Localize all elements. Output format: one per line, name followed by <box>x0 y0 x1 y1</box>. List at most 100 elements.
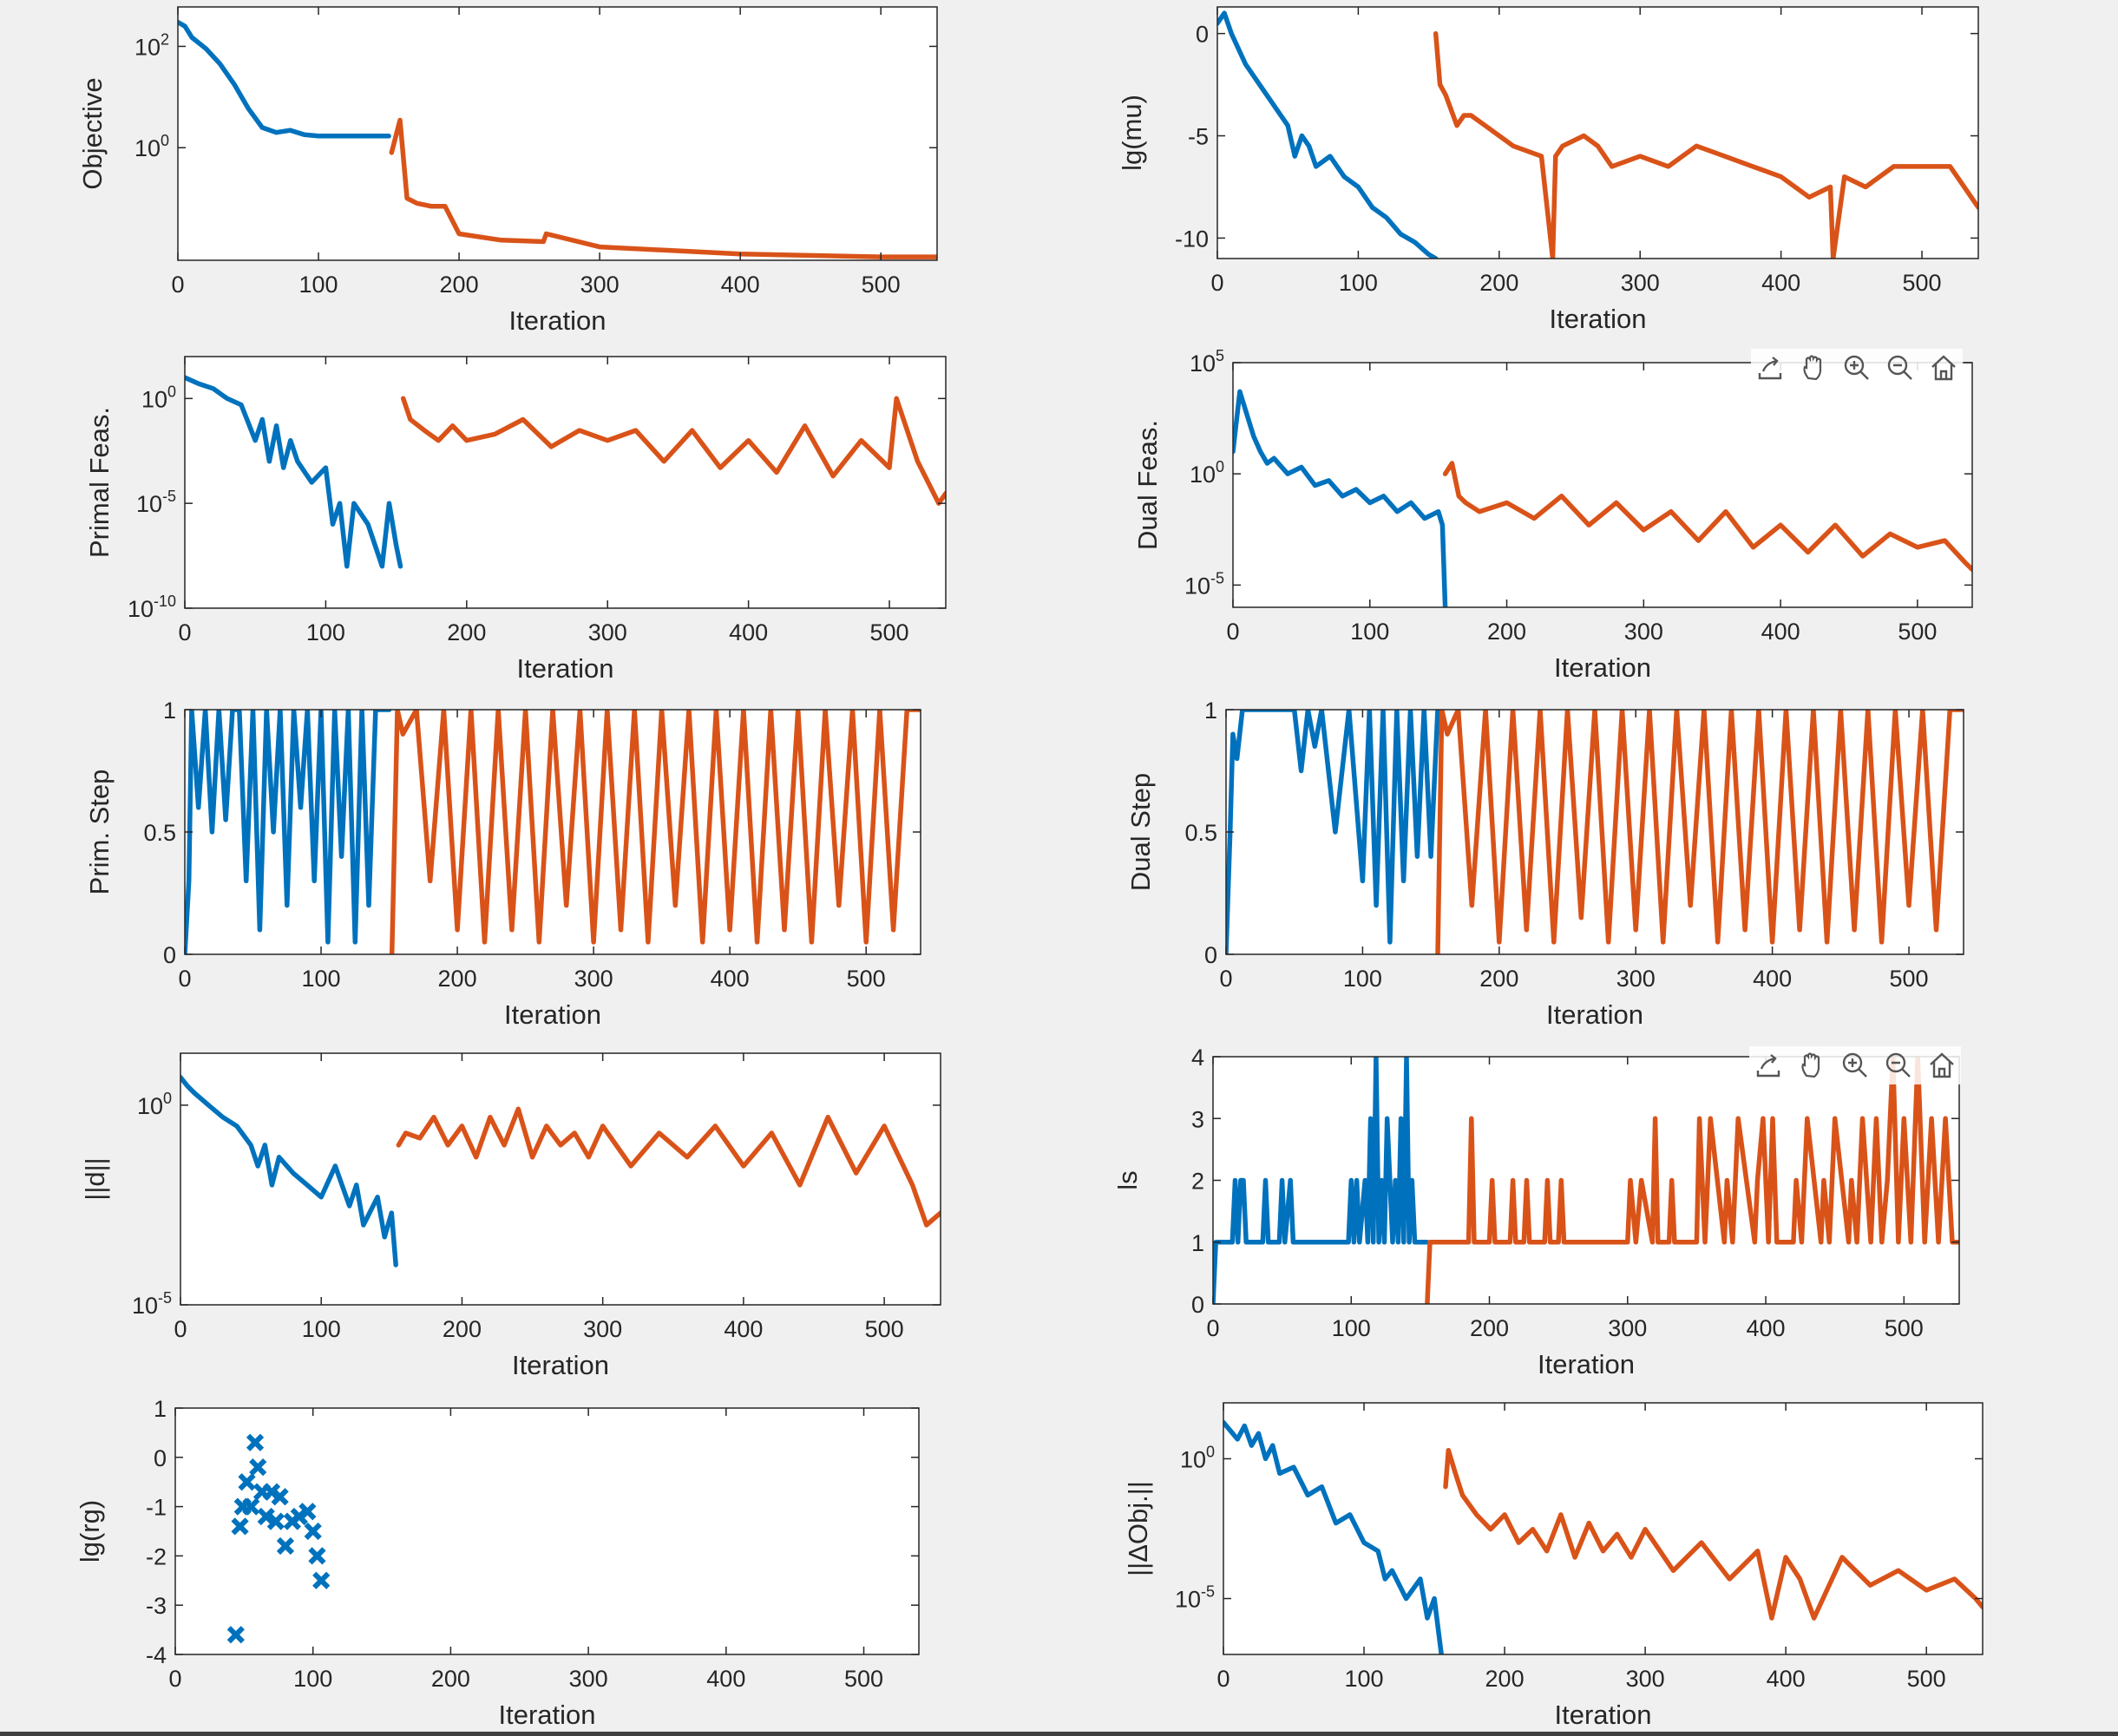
series-2-line <box>1435 710 1964 954</box>
series-2-line <box>1443 1447 1983 1621</box>
y-axis-label: Objective <box>77 77 108 189</box>
data-point-marker <box>246 1433 265 1451</box>
home-icon[interactable] <box>1923 1046 1961 1084</box>
x-tick-label: 0 <box>171 272 184 298</box>
x-axis-label: Iteration <box>508 305 606 336</box>
x-axis-label: Iteration <box>512 1350 609 1380</box>
x-tick-label: 0 <box>178 619 191 645</box>
data-point-marker <box>257 1507 275 1526</box>
x-tick-label: 100 <box>299 272 338 298</box>
chart-objective: 0 100 200 300 400 500 102 100 Iteration Objective <box>77 6 938 336</box>
chart-dual-feas: 0 100 200 300 400 500 105 100 10-5 Iteration Dual … <box>1132 347 1973 683</box>
x-tick-label: 200 <box>1479 270 1518 296</box>
y-tick-label: 0.5 <box>1184 820 1217 846</box>
x-tick-label: 500 <box>1903 270 1942 296</box>
axes-frame <box>1223 1402 1984 1655</box>
data-layer <box>1233 389 1972 607</box>
series-2-line <box>1425 1057 1959 1304</box>
y-axis-label: ls <box>1112 1170 1143 1189</box>
axes-frame <box>184 356 947 609</box>
x-tick-label: 0 <box>168 1666 181 1692</box>
series-1-line <box>185 710 392 954</box>
plot-area[interactable] <box>175 1408 919 1654</box>
x-tick-label: 0 <box>1226 619 1239 645</box>
data-point-marker <box>304 1522 322 1541</box>
y-tick-label: 0 <box>1191 1292 1204 1318</box>
y-tick-label: -10 <box>1175 226 1209 252</box>
data-point-marker <box>226 1626 245 1644</box>
plot-area[interactable] <box>1217 7 1978 259</box>
x-tick-label: 400 <box>1761 270 1800 296</box>
y-axis-label: ||d|| <box>80 1157 110 1200</box>
data-layer <box>185 710 921 954</box>
x-tick-label: 0 <box>1210 270 1223 296</box>
axes-frame <box>174 1407 920 1655</box>
data-layer <box>185 375 946 569</box>
x-tick-label: 100 <box>1350 619 1389 645</box>
x-tick-label: 100 <box>306 619 345 645</box>
x-tick-label: 200 <box>438 966 477 992</box>
x-tick-label: 400 <box>729 619 768 645</box>
x-tick-label: 200 <box>431 1666 470 1692</box>
x-tick-label: 100 <box>302 1316 341 1342</box>
data-point-marker <box>242 1497 260 1516</box>
home-icon[interactable] <box>1925 349 1963 387</box>
x-axis-label: Iteration <box>1554 652 1651 683</box>
x-tick-label: 500 <box>844 1666 883 1692</box>
zoom-out-icon[interactable] <box>1879 1046 1918 1084</box>
zoom-in-icon[interactable] <box>1836 1046 1874 1084</box>
y-tick-label: 100 <box>134 132 169 161</box>
x-tick-label: 200 <box>1479 966 1518 992</box>
x-tick-label: 500 <box>862 272 901 298</box>
x-axis-label: Iteration <box>1554 1700 1651 1730</box>
y-axis-label: Dual Feas. <box>1132 420 1163 550</box>
y-axis-label: Prim. Step <box>84 770 115 895</box>
plot-area[interactable] <box>178 7 937 260</box>
series-2-line <box>389 117 937 259</box>
x-tick-label: 300 <box>580 272 620 298</box>
y-tick-label: 10-5 <box>1175 1583 1215 1613</box>
x-axis-label: Iteration <box>1549 304 1646 334</box>
series-1-line <box>180 1074 398 1268</box>
zoom-out-icon[interactable] <box>1881 349 1919 387</box>
y-tick-label: 1 <box>154 1396 167 1422</box>
x-tick-label: 200 <box>447 619 486 645</box>
zoom-in-icon[interactable] <box>1838 349 1876 387</box>
data-layer <box>1226 710 1964 954</box>
y-tick-label: 102 <box>134 30 169 60</box>
data-layer <box>1223 1419 1983 1654</box>
data-point-marker <box>271 1488 289 1506</box>
export-icon[interactable] <box>1751 349 1789 387</box>
y-tick-label: -1 <box>146 1495 167 1521</box>
x-tick-label: 500 <box>1885 1315 1924 1341</box>
y-tick-label: 10-5 <box>1184 569 1224 599</box>
pan-icon[interactable] <box>1794 349 1833 387</box>
x-axis-label: Iteration <box>1546 999 1643 1030</box>
data-layer <box>1213 1057 1959 1304</box>
x-axis-label: Iteration <box>516 653 613 684</box>
plot-area[interactable] <box>1223 1403 1983 1654</box>
plot-area[interactable] <box>1233 363 1972 607</box>
y-tick-label: 1 <box>1204 698 1217 724</box>
plot-area[interactable] <box>185 357 946 608</box>
y-tick-label: 10-10 <box>128 593 176 622</box>
x-tick-label: 500 <box>1907 1666 1946 1692</box>
y-tick-label: 100 <box>1180 1443 1215 1472</box>
plot-area[interactable] <box>1213 1057 1959 1304</box>
x-tick-label: 500 <box>1890 966 1929 992</box>
y-tick-label: -4 <box>146 1642 167 1668</box>
data-point-marker <box>266 1512 285 1530</box>
series-2-line <box>1433 30 1978 259</box>
plot-area[interactable] <box>180 1053 941 1305</box>
pan-icon[interactable] <box>1793 1046 1831 1084</box>
y-tick-label: 100 <box>1190 458 1224 488</box>
y-tick-label: -5 <box>1188 124 1209 150</box>
y-tick-label: 0 <box>154 1445 167 1471</box>
y-tick-label: 1 <box>163 698 176 724</box>
export-icon[interactable] <box>1749 1046 1787 1084</box>
y-tick-label: 10-5 <box>136 488 176 517</box>
x-tick-label: 100 <box>1343 966 1382 992</box>
x-tick-label: 300 <box>1626 1666 1665 1692</box>
x-axis-label: Iteration <box>504 999 601 1030</box>
chart-dual-step: 0 100 200 300 400 500 0 0.5 1 Iteration Dual Step <box>1125 698 1964 1030</box>
